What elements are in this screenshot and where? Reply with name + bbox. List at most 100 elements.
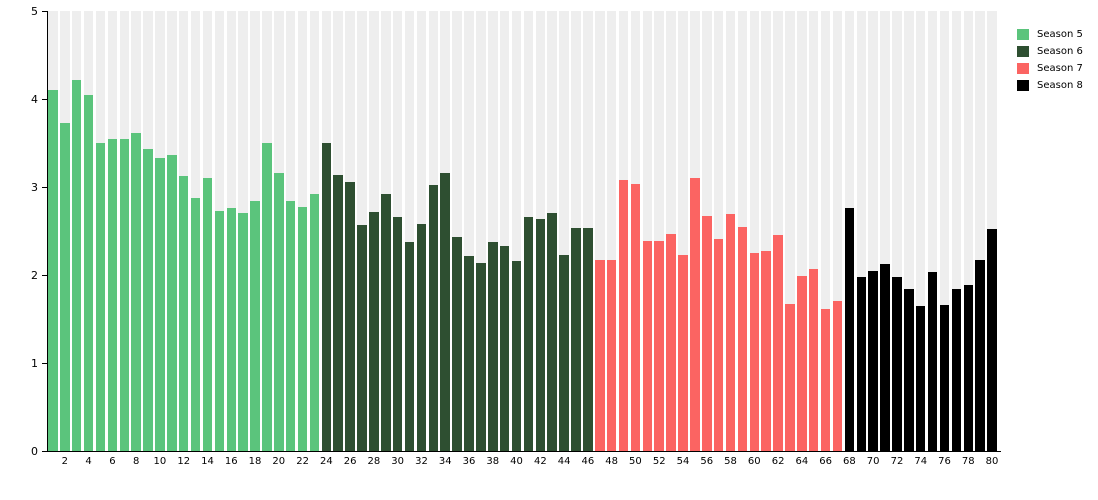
bar-background-stripe	[606, 11, 617, 451]
x-tick-label: 20	[272, 456, 286, 467]
bar-slot	[83, 11, 95, 451]
bar-background-stripe	[951, 11, 962, 451]
x-tick-label: 46	[581, 456, 595, 467]
legend-item: Season 7	[1017, 63, 1083, 74]
bar	[440, 172, 450, 451]
bar-slot	[939, 11, 951, 451]
x-tick-label: 48	[605, 456, 619, 467]
bar-slot	[653, 11, 665, 451]
bar	[190, 197, 201, 451]
bar	[606, 260, 617, 451]
bar-background-stripe	[808, 11, 819, 451]
x-tick-label: 56	[700, 456, 714, 467]
bar-slot	[950, 11, 962, 451]
legend-label: Season 6	[1037, 46, 1083, 57]
x-tick-label: 26	[343, 456, 357, 467]
bar-slot	[416, 11, 428, 451]
bar-background-stripe	[654, 11, 664, 451]
x-tick-label: 60	[747, 456, 761, 467]
bar	[892, 276, 902, 451]
bar-slot	[487, 11, 499, 451]
bar	[559, 254, 569, 451]
bar-background-stripe	[559, 11, 569, 451]
x-tick-label: 18	[248, 456, 262, 467]
bar-slot	[237, 11, 249, 451]
y-tick-label: 3	[31, 181, 38, 194]
bar	[250, 201, 260, 451]
y-axis-line	[47, 11, 48, 452]
bar	[975, 260, 985, 451]
y-tick	[42, 99, 47, 100]
y-tick	[42, 363, 47, 364]
y-tick	[42, 275, 47, 276]
x-tick-label: 30	[391, 456, 405, 467]
x-tick-label: 44	[557, 456, 571, 467]
x-tick-label: 2	[61, 456, 69, 467]
bar	[678, 254, 688, 451]
bar-slot	[332, 11, 344, 451]
bar-background-stripe	[797, 11, 807, 451]
bar	[369, 211, 379, 451]
bar-slot	[641, 11, 653, 451]
bar	[178, 176, 189, 451]
bar-background-stripe	[939, 11, 950, 451]
x-tick-label: 72	[890, 456, 904, 467]
bar	[428, 185, 439, 451]
bar	[808, 268, 819, 451]
bar-slot	[47, 11, 59, 451]
bar	[285, 201, 296, 451]
bar	[737, 227, 748, 451]
x-tick-label: 42	[533, 456, 547, 467]
bar	[666, 233, 676, 451]
bar	[83, 95, 94, 451]
bar	[297, 207, 308, 451]
bar	[844, 208, 855, 451]
bar-slot	[225, 11, 237, 451]
bar-slot	[475, 11, 487, 451]
bar-slot	[142, 11, 154, 451]
bar	[702, 216, 712, 451]
bar	[345, 181, 355, 451]
bar-background-stripe	[642, 11, 653, 451]
bar	[797, 275, 807, 451]
bar-slot	[784, 11, 796, 451]
bar-slot	[546, 11, 558, 451]
x-tick-label: 16	[224, 456, 238, 467]
bar	[226, 208, 236, 451]
x-tick-label: 66	[819, 456, 832, 467]
bar-slot	[962, 11, 974, 451]
y-tick-label: 1	[31, 357, 38, 370]
bar-background-stripe	[773, 11, 783, 451]
bar	[392, 216, 403, 451]
bar-slot	[974, 11, 986, 451]
bar-background-stripe	[464, 11, 474, 451]
x-tick-label: 6	[109, 456, 116, 467]
bar-background-stripe	[785, 11, 795, 451]
bar	[309, 194, 320, 451]
bar-background-stripe	[749, 11, 760, 451]
bar-background-stripe	[892, 11, 902, 451]
bar	[880, 263, 890, 451]
bar-slot	[451, 11, 463, 451]
bar-slot	[677, 11, 689, 451]
bar-slot	[118, 11, 130, 451]
bar-slot	[404, 11, 416, 451]
bar-slot	[463, 11, 475, 451]
bar	[618, 179, 629, 451]
bar-background-stripe	[404, 11, 415, 451]
legend-item: Season 5	[1017, 29, 1083, 40]
x-tick-label: 52	[652, 456, 666, 467]
x-tick-label: 58	[724, 456, 737, 467]
x-tick-label: 78	[961, 456, 975, 467]
bar	[381, 194, 391, 451]
x-tick-label: 32	[415, 456, 428, 467]
x-tick-label: 74	[914, 456, 928, 467]
bar-slot	[820, 11, 832, 451]
y-tick	[42, 187, 47, 188]
bar-slot	[130, 11, 142, 451]
bar	[60, 122, 70, 451]
bar-background-stripe	[678, 11, 688, 451]
bar	[48, 90, 58, 451]
bar-slot	[213, 11, 225, 451]
bar-background-stripe	[499, 11, 510, 451]
